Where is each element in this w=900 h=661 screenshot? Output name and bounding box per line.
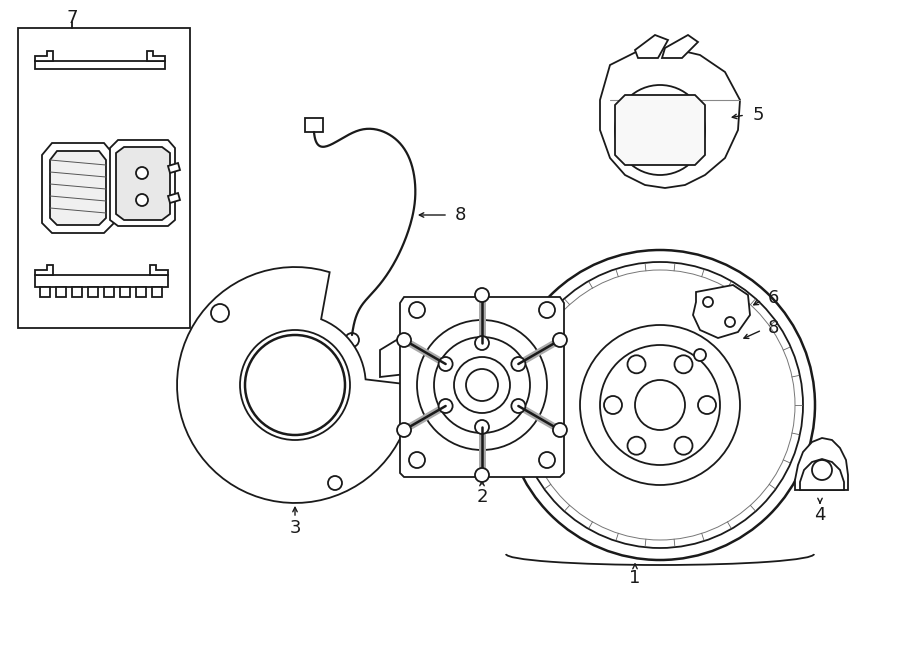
Circle shape: [674, 356, 692, 373]
Polygon shape: [693, 285, 750, 338]
Polygon shape: [120, 287, 130, 297]
Circle shape: [525, 270, 795, 540]
Polygon shape: [800, 459, 844, 490]
Circle shape: [211, 304, 229, 322]
Polygon shape: [72, 287, 82, 297]
Circle shape: [703, 297, 713, 307]
Circle shape: [136, 167, 148, 179]
Text: 8: 8: [768, 319, 778, 337]
Text: 6: 6: [768, 289, 778, 307]
Circle shape: [475, 420, 489, 434]
Circle shape: [475, 288, 489, 302]
Circle shape: [511, 357, 526, 371]
Circle shape: [604, 396, 622, 414]
Circle shape: [539, 452, 555, 468]
Circle shape: [630, 100, 690, 160]
Polygon shape: [56, 287, 66, 297]
Polygon shape: [136, 287, 146, 297]
Polygon shape: [168, 163, 180, 173]
Text: 7: 7: [67, 9, 77, 27]
Polygon shape: [110, 140, 175, 226]
Polygon shape: [104, 287, 114, 297]
Circle shape: [505, 250, 815, 560]
Polygon shape: [35, 265, 53, 275]
Polygon shape: [662, 35, 698, 58]
Circle shape: [409, 302, 425, 318]
Polygon shape: [35, 51, 53, 61]
Circle shape: [635, 380, 685, 430]
Polygon shape: [177, 267, 413, 503]
Polygon shape: [635, 35, 668, 58]
Polygon shape: [152, 287, 162, 297]
Circle shape: [475, 468, 489, 482]
Polygon shape: [88, 287, 98, 297]
Circle shape: [600, 345, 720, 465]
Polygon shape: [147, 51, 165, 61]
Polygon shape: [42, 143, 114, 233]
Polygon shape: [40, 287, 50, 297]
Polygon shape: [380, 330, 430, 377]
Polygon shape: [50, 151, 106, 225]
Circle shape: [812, 460, 832, 480]
Circle shape: [553, 423, 567, 437]
Text: 8: 8: [454, 206, 465, 224]
Circle shape: [409, 452, 425, 468]
Circle shape: [725, 317, 735, 327]
Circle shape: [438, 399, 453, 413]
Polygon shape: [615, 95, 705, 165]
Polygon shape: [168, 193, 180, 203]
Circle shape: [694, 349, 706, 361]
Circle shape: [698, 396, 716, 414]
Circle shape: [136, 194, 148, 206]
Circle shape: [627, 437, 645, 455]
Circle shape: [627, 356, 645, 373]
Text: 2: 2: [476, 488, 488, 506]
Circle shape: [615, 85, 705, 175]
Circle shape: [553, 333, 567, 347]
Polygon shape: [18, 28, 190, 328]
Circle shape: [328, 476, 342, 490]
Text: 5: 5: [752, 106, 764, 124]
Text: 3: 3: [289, 519, 301, 537]
Circle shape: [454, 357, 510, 413]
Circle shape: [397, 423, 411, 437]
Polygon shape: [600, 48, 740, 188]
Circle shape: [580, 325, 740, 485]
Polygon shape: [694, 348, 706, 354]
Circle shape: [245, 335, 345, 435]
Polygon shape: [305, 118, 323, 132]
Circle shape: [511, 399, 526, 413]
Circle shape: [475, 336, 489, 350]
Text: 1: 1: [629, 569, 641, 587]
Polygon shape: [795, 438, 848, 490]
Circle shape: [417, 320, 547, 450]
Polygon shape: [35, 275, 168, 287]
Circle shape: [397, 333, 411, 347]
Circle shape: [240, 330, 350, 440]
Polygon shape: [35, 61, 165, 69]
Circle shape: [539, 302, 555, 318]
Polygon shape: [116, 147, 170, 220]
Circle shape: [674, 437, 692, 455]
Circle shape: [517, 262, 803, 548]
Polygon shape: [150, 265, 168, 275]
Circle shape: [434, 337, 530, 433]
Circle shape: [438, 357, 453, 371]
Circle shape: [345, 333, 359, 347]
Circle shape: [466, 369, 498, 401]
Polygon shape: [400, 297, 564, 477]
Text: 4: 4: [814, 506, 826, 524]
